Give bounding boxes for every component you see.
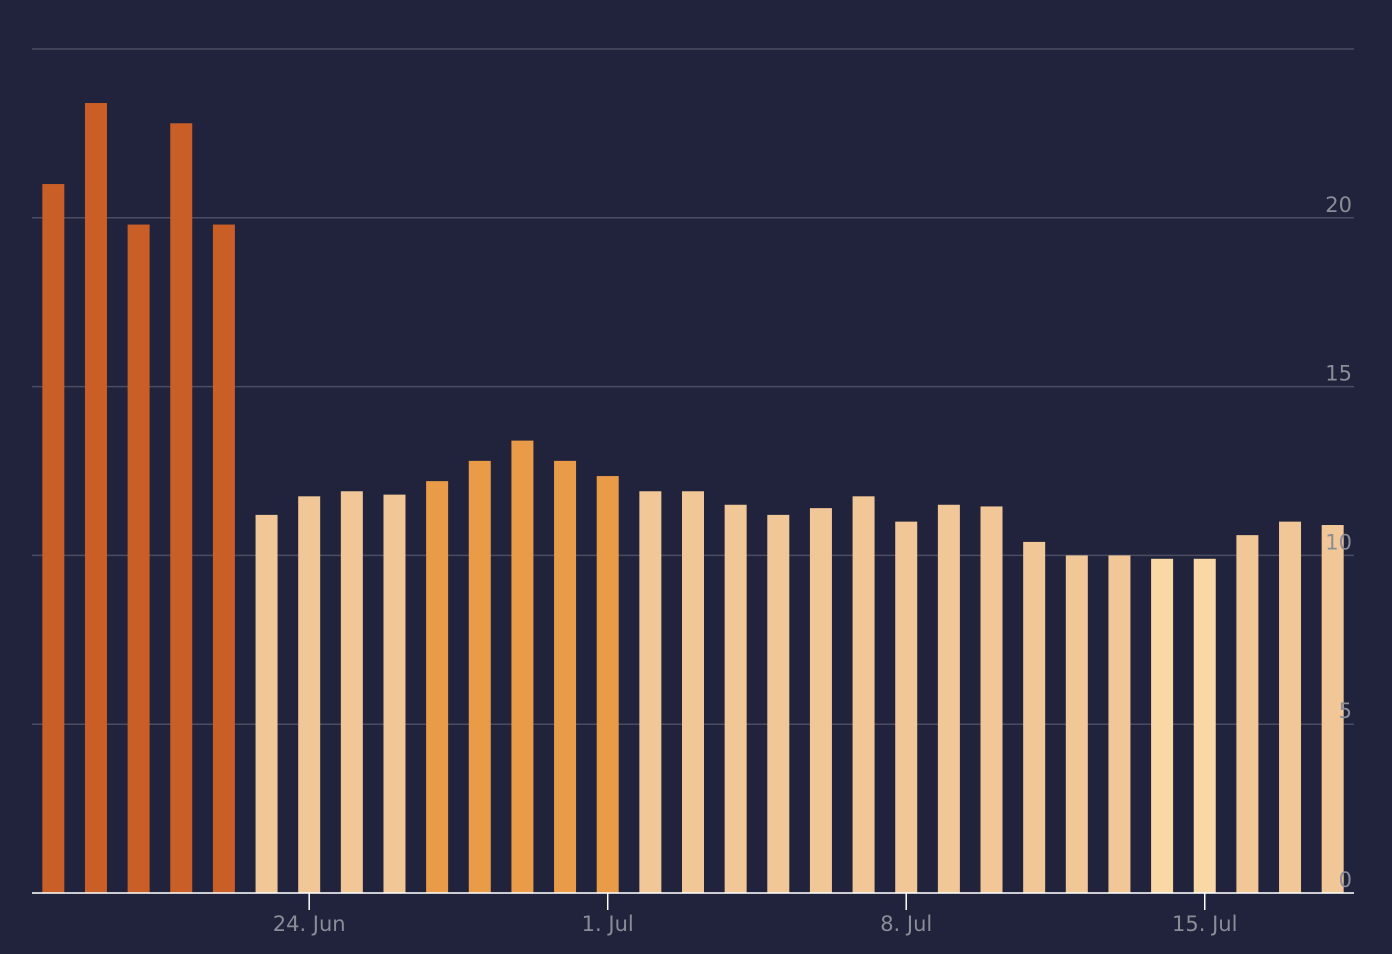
y-tick-label: 5	[1339, 699, 1352, 723]
bar	[1193, 558, 1216, 893]
bar	[596, 476, 619, 893]
bar	[298, 496, 321, 893]
bar	[554, 460, 577, 893]
bar	[170, 123, 193, 894]
bar	[724, 504, 747, 893]
bar	[809, 508, 832, 893]
bar	[511, 440, 534, 893]
bar	[212, 224, 235, 893]
bar	[42, 184, 65, 894]
bar	[340, 491, 363, 893]
x-tick-label: 15. Jul	[1172, 912, 1237, 936]
bar	[767, 514, 790, 893]
bar	[1279, 521, 1302, 893]
bar	[1236, 535, 1259, 893]
bar	[895, 521, 918, 893]
bar	[852, 496, 875, 893]
y-tick-label: 0	[1339, 868, 1352, 892]
y-tick-label: 20	[1325, 193, 1352, 217]
bar	[1108, 555, 1131, 893]
bar	[426, 481, 449, 893]
bar	[937, 504, 960, 893]
x-tick-label: 8. Jul	[880, 912, 932, 936]
bar	[468, 460, 491, 893]
bar	[980, 506, 1003, 893]
bar	[682, 491, 704, 893]
bar	[84, 103, 107, 894]
bar	[1065, 555, 1088, 893]
bar	[1321, 525, 1344, 893]
bar	[1023, 541, 1046, 893]
x-tick-label: 24. Jun	[273, 912, 346, 936]
x-tick-label: 1. Jul	[582, 912, 634, 936]
bar	[255, 514, 278, 893]
bar	[1151, 558, 1174, 893]
bar	[639, 491, 662, 893]
y-tick-label: 15	[1325, 362, 1352, 386]
bar	[383, 494, 406, 893]
y-tick-label: 10	[1325, 530, 1352, 554]
bar	[127, 224, 150, 893]
